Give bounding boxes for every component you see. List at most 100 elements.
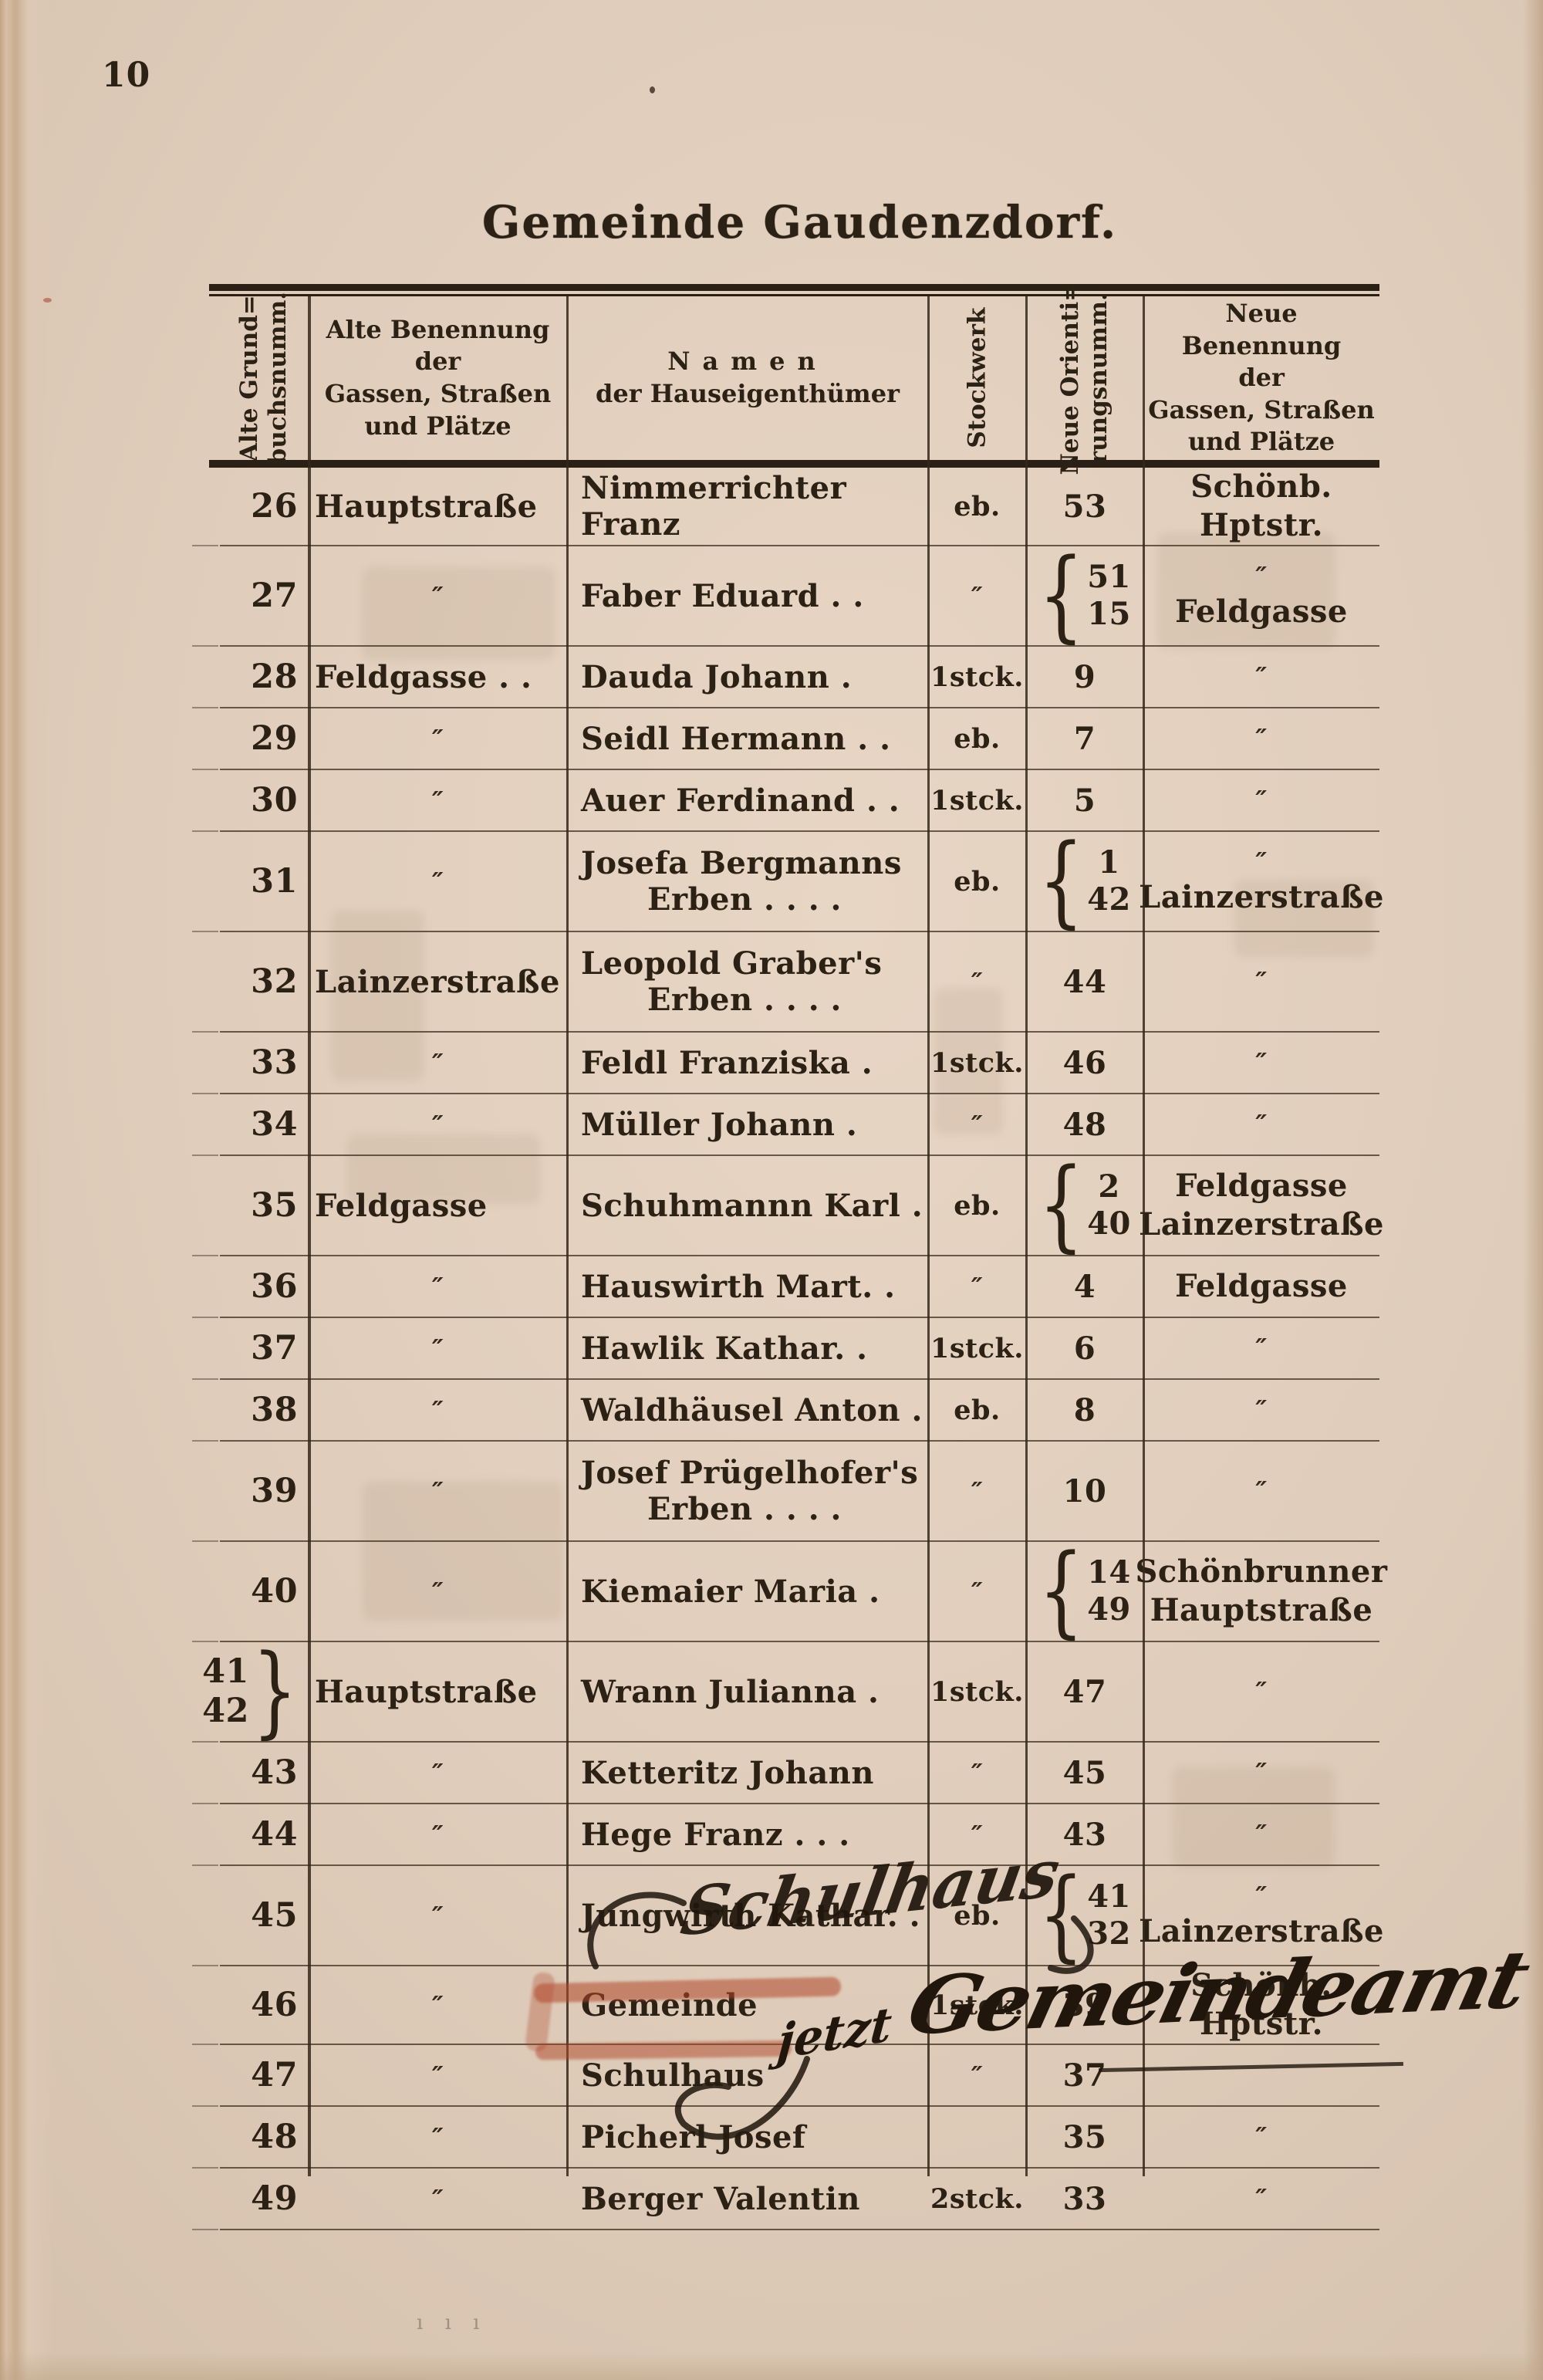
old-grundbuch-number: 32	[251, 962, 298, 1001]
new-street-name: ″	[1255, 1109, 1268, 1140]
old-street-name: ″	[431, 1109, 444, 1140]
table-row: 31 ″ Josefa Bergmanns Erben . . . . eb. {1 42 ″…	[192, 822, 1384, 938]
floor-value: ″	[971, 1757, 984, 1788]
old-grundbuch-number: 28	[251, 658, 298, 696]
table-row: 49 ″ Berger Valentin 2stck. 33 ″	[192, 2169, 1379, 2230]
orientation-number: 48	[1062, 1106, 1107, 1143]
old-grundbuch-number: 35	[251, 1186, 298, 1225]
floor-value: 1stck.	[930, 661, 1024, 693]
header-line: Alte Grund=	[235, 294, 264, 462]
orientation-number: {14 49	[1038, 1532, 1131, 1648]
column-divider	[1025, 296, 1028, 2176]
new-street-name	[1143, 2045, 1379, 2105]
old-street-name: ″	[431, 1047, 444, 1078]
floor-value: 1stck.	[930, 784, 1024, 816]
table-row: 32 Lainzerstraße Leopold Graber's Erben . .…	[192, 932, 1379, 1033]
new-street-name: ″ Lainzerstraße	[1139, 847, 1384, 915]
header-line: Gassen, Straßen	[1148, 394, 1375, 424]
table-row: 39 ″ Josef Prügelhofer's Erben . . . . ″ 10 ″	[192, 1442, 1379, 1542]
new-street-name: Feldgasse Lainzerstraße	[1139, 1168, 1384, 1242]
old-street-name: ″	[431, 1576, 444, 1607]
floor-value: ″	[971, 966, 984, 997]
orientation-number: 37	[1062, 2057, 1107, 2094]
column-divider	[1143, 296, 1145, 2176]
orientation-number: 6	[1073, 1330, 1096, 1367]
orientation-number: {1 42	[1038, 822, 1131, 938]
table-row: 44 ″ Hege Franz . . . ″ 43 ″	[192, 1804, 1379, 1866]
owner-name: Berger Valentin	[581, 2180, 861, 2217]
old-street-name: Feldgasse	[315, 1187, 488, 1224]
header-line: rungsnumm.	[1085, 292, 1113, 465]
header-line: und Plätze	[1187, 427, 1335, 457]
table-row: 27 ″ Faber Eduard . . ″ {51 15 ″ Feldgasse	[192, 545, 1379, 647]
old-grundbuch-number: 36	[251, 1267, 298, 1306]
table-row: 38 ″ Waldhäusel Anton . eb. 8 ″	[192, 1380, 1379, 1442]
owner-name: Ketteritz Johann	[581, 1754, 874, 1791]
old-grundbuch-number: 41 42}	[202, 1632, 298, 1749]
new-street-name: ″	[1255, 1047, 1268, 1078]
owner-name: Kiemaier Maria .	[581, 1573, 880, 1610]
page-bottom-edge	[0, 2352, 1543, 2380]
table-body: 26 Hauptstraße Nimmerrichter Franz eb. 53 Sch…	[192, 468, 1388, 2230]
new-street-name: ″ Feldgasse	[1175, 561, 1348, 630]
header-bottom-rule	[209, 460, 1379, 468]
table-row: 33 ″ Feldl Franziska . 1stck. 46 ″	[192, 1033, 1379, 1094]
table-header-row: Alte Grund= buchsnumm. Alte Benennung de…	[220, 282, 1379, 475]
old-grundbuch-number: 38	[251, 1391, 298, 1429]
floor-value: ″	[971, 1819, 984, 1850]
header-new-street-name: Neue Benennung der Gassen, Straßen und P…	[1143, 296, 1379, 460]
paper-blemish	[43, 298, 52, 303]
orientation-number: 47	[1062, 1673, 1107, 1710]
new-street-name: Schönbrunner Hauptstraße	[1135, 1553, 1388, 1628]
new-street-name: ″	[1255, 966, 1268, 997]
orientation-number: 39	[1062, 1986, 1107, 2023]
old-street-name: ″	[431, 785, 444, 816]
page-number: 10	[102, 56, 151, 95]
old-grundbuch-number: 39	[251, 1472, 298, 1510]
header-line: Neue Benennung	[1181, 299, 1342, 360]
orientation-number: 10	[1062, 1472, 1107, 1509]
owner-name: Josef Prügelhofer's Erben . . . .	[581, 1455, 919, 1527]
column-divider	[566, 296, 569, 2176]
header-line: der	[1238, 363, 1285, 393]
owner-name: Auer Ferdinand . .	[581, 782, 900, 819]
old-street-name: ″	[431, 866, 444, 897]
header-line: der	[414, 347, 461, 377]
orientation-number: 33	[1062, 2180, 1107, 2217]
owner-name: Schuhmannn Karl .	[581, 1187, 923, 1224]
new-street-name: ″	[1255, 2121, 1268, 2152]
old-grundbuch-number: 37	[251, 1329, 298, 1367]
new-street-name: ″	[1255, 723, 1268, 754]
page-title: Gemeinde Gaudenzdorf.	[481, 196, 1118, 248]
old-grundbuch-number: 34	[251, 1105, 298, 1144]
old-grundbuch-number: 27	[251, 576, 298, 615]
old-street-name: ″	[431, 580, 444, 611]
owner-name: Waldhäusel Anton .	[581, 1391, 923, 1428]
header-old-grundbuch-number: Alte Grund= buchsnumm.	[220, 292, 309, 465]
header-line: Neue Orienti=	[1055, 281, 1084, 475]
header-line: und Plätze	[364, 411, 512, 441]
floor-value: ″	[971, 2060, 984, 2091]
table-row: 35 Feldgasse Schuhmannn Karl . eb. {2 40 Feldg…	[192, 1155, 1384, 1256]
page-right-edge	[1523, 0, 1543, 2380]
old-street-name: ″	[431, 1819, 444, 1850]
table-row: 26 Hauptstraße Nimmerrichter Franz eb. 53 Sch…	[192, 468, 1379, 546]
floor-value: eb.	[954, 865, 1001, 898]
ink-bleedthrough	[347, 1134, 540, 1204]
old-street-name: ″	[431, 1757, 444, 1788]
floor-value: eb.	[954, 1394, 1001, 1426]
header-new-orientation-number: Neue Orienti= rungsnumm.	[1026, 282, 1143, 475]
orientation-number: 43	[1062, 1816, 1107, 1853]
top-rule-thick	[209, 284, 1379, 291]
floor-value: 1stck.	[930, 1989, 1024, 2021]
floor-value: 1stck.	[930, 1046, 1024, 1079]
new-street-name: ″	[1255, 1757, 1268, 1788]
floor-value	[928, 2107, 1026, 2167]
ink-bleedthrough	[1173, 1767, 1335, 1868]
new-street-name: Schönb. Hptstr.	[1190, 1967, 1332, 2042]
old-street-name: ″	[431, 1333, 444, 1364]
orientation-number: 9	[1073, 658, 1096, 695]
column-divider	[927, 296, 930, 2176]
new-street-name: ″ Lainzerstraße	[1139, 1881, 1384, 1949]
